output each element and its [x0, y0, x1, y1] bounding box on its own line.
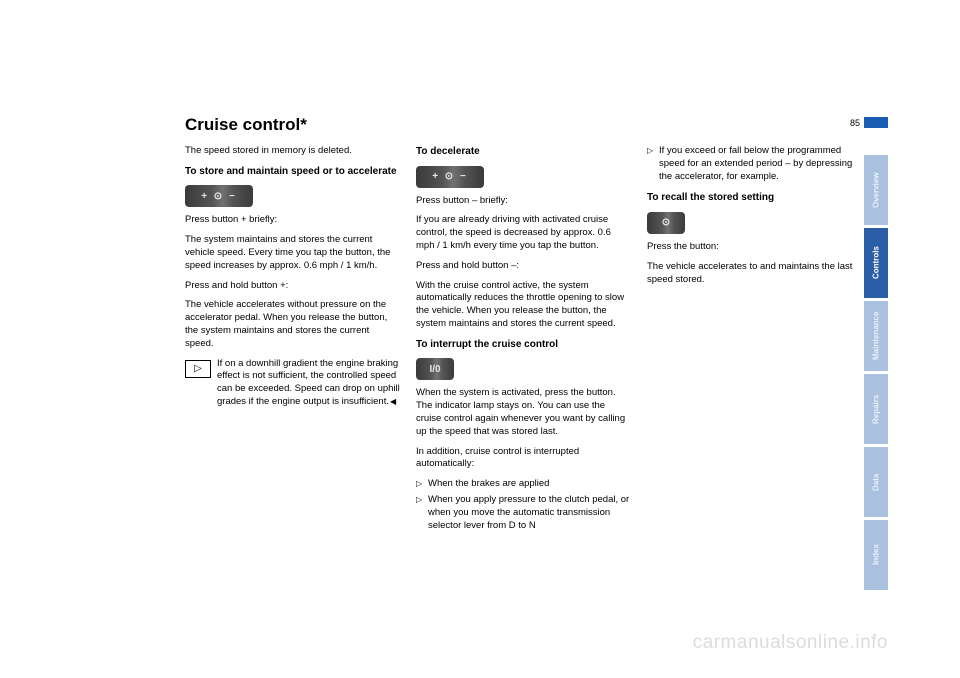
- tab-maintenance[interactable]: Maintenance: [864, 301, 888, 371]
- bullet-clutch: When you apply pressure to the clutch pe…: [428, 494, 631, 532]
- page-title: Cruise control*: [185, 115, 307, 134]
- page-accent-mark: [864, 117, 888, 128]
- text-interrupt-body: When the system is activated, press the …: [416, 387, 631, 438]
- text-reduce-throttle: With the cruise control active, the syst…: [416, 280, 631, 331]
- list-item: If you exceed or fall below the programm…: [647, 145, 862, 183]
- side-tabs: Overview Controls Maintenance Repairs Da…: [864, 155, 888, 593]
- heading-interrupt: To interrupt the cruise control: [416, 338, 631, 352]
- plus-minus-rocker-icon: + ⊙ −: [416, 166, 484, 188]
- body-columns: The speed stored in memory is deleted. T…: [185, 145, 865, 535]
- heading-store-accelerate: To store and maintain speed or to accele…: [185, 165, 400, 179]
- note-box: ▷ If on a downhill gradient the engine b…: [185, 358, 400, 416]
- tab-overview[interactable]: Overview: [864, 155, 888, 225]
- text-press-minus-brief: Press button – briefly:: [416, 195, 631, 208]
- plus-minus-rocker-icon: + ⊙ −: [185, 185, 253, 207]
- heading-decelerate: To decelerate: [416, 145, 631, 159]
- text-accelerate-no-pedal: The vehicle accelerates without pressure…: [185, 299, 400, 350]
- io-button-icon: I/0: [416, 358, 454, 380]
- list-item: When you apply pressure to the clutch pe…: [416, 494, 631, 532]
- text-recall-body: The vehicle accelerates to and maintains…: [647, 261, 862, 287]
- text-press-hold-minus: Press and hold button –:: [416, 260, 631, 273]
- recall-button-icon: ⊙: [647, 212, 685, 234]
- column-3: If you exceed or fall below the programm…: [647, 145, 862, 535]
- tab-index[interactable]: Index: [864, 520, 888, 590]
- watermark-text: carmanualsonline.info: [693, 632, 888, 654]
- text-press-hold-plus: Press and hold button +:: [185, 280, 400, 293]
- title-row: Cruise control*: [185, 115, 865, 135]
- note-icon: ▷: [185, 360, 211, 378]
- text-decrease-speed: If you are already driving with activate…: [416, 214, 631, 252]
- bullet-exceed: If you exceed or fall below the programm…: [659, 145, 862, 183]
- bullet-icon: [416, 494, 423, 532]
- list-item: When the brakes are applied: [416, 478, 631, 491]
- tab-data[interactable]: Data: [864, 447, 888, 517]
- text-press-plus-brief: Press button + briefly:: [185, 214, 400, 227]
- bullet-icon: [416, 478, 423, 491]
- note-text: If on a downhill gradient the engine bra…: [217, 358, 400, 409]
- page-number: 85: [850, 118, 860, 128]
- text-interrupt-auto: In addition, cruise control is interrupt…: [416, 446, 631, 472]
- tab-repairs[interactable]: Repairs: [864, 374, 888, 444]
- bullet-icon: [647, 145, 654, 183]
- bullet-brakes: When the brakes are applied: [428, 478, 549, 491]
- heading-recall: To recall the stored setting: [647, 191, 862, 205]
- text-press-button: Press the button:: [647, 241, 862, 254]
- tab-controls[interactable]: Controls: [864, 228, 888, 298]
- page-root: Cruise control* 85 The speed stored in m…: [0, 0, 960, 678]
- text-maintain-speed: The system maintains and stores the curr…: [185, 234, 400, 272]
- column-2: To decelerate + ⊙ − Press button – brief…: [416, 145, 631, 535]
- text-deleted: The speed stored in memory is deleted.: [185, 145, 400, 158]
- column-1: The speed stored in memory is deleted. T…: [185, 145, 400, 535]
